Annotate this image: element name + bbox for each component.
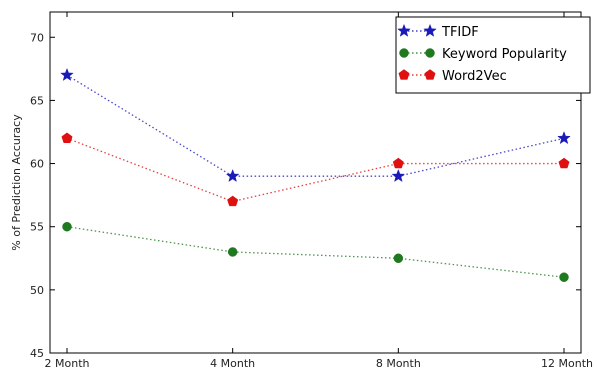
legend-marker (424, 69, 436, 80)
series-line (66, 74, 565, 177)
y-axis: 45 50 55 60 65 70 (30, 31, 581, 360)
series-word2vec (61, 132, 570, 207)
data-point (558, 157, 570, 169)
legend-marker (425, 48, 435, 58)
data-point (227, 247, 238, 257)
data-point (60, 67, 74, 81)
x-tick-label: 8 Month (376, 357, 421, 369)
legend-item: Keyword Popularity (399, 47, 567, 62)
y-tick-label: 55 (30, 221, 44, 234)
legend-item: Word2Vec (398, 69, 507, 84)
data-point (559, 272, 569, 282)
series-tfidf (60, 67, 571, 183)
y-tick-label: 65 (30, 94, 44, 107)
legend-label: Word2Vec (442, 69, 507, 84)
series-line (66, 137, 564, 203)
plot-frame (49, 11, 582, 354)
series-line (66, 226, 565, 278)
data-point (62, 221, 72, 232)
data-point (225, 168, 240, 183)
y-tick-label: 50 (30, 284, 44, 297)
x-tick-label: 12 Month (541, 357, 593, 369)
x-tick-label: 4 Month (210, 357, 255, 369)
y-tick-label: 70 (30, 31, 44, 44)
data-point (393, 253, 404, 264)
legend-label: TFIDF (441, 25, 479, 40)
data-point (557, 131, 571, 145)
x-tick-label: 2 Month (45, 357, 90, 369)
legend-label: Keyword Popularity (442, 47, 567, 62)
legend-marker (399, 48, 409, 58)
legend: TFIDF Keyword Popularity Word2Vec (395, 16, 591, 94)
legend-marker (398, 69, 410, 80)
plot-area (60, 67, 571, 282)
data-point (61, 132, 73, 143)
data-point (392, 157, 404, 169)
y-axis-label: % of Prediction Accuracy (10, 114, 23, 251)
data-point (227, 195, 239, 207)
x-axis: 2 Month 4 Month 8 Month 12 Month (45, 12, 593, 369)
legend-marker (423, 23, 437, 37)
legend-item: TFIDF (397, 23, 479, 40)
legend-marker (397, 23, 411, 37)
y-tick-label: 45 (30, 347, 44, 360)
series-keyword-popularity (62, 221, 569, 282)
y-tick-label: 60 (30, 158, 44, 171)
data-point (391, 168, 406, 183)
